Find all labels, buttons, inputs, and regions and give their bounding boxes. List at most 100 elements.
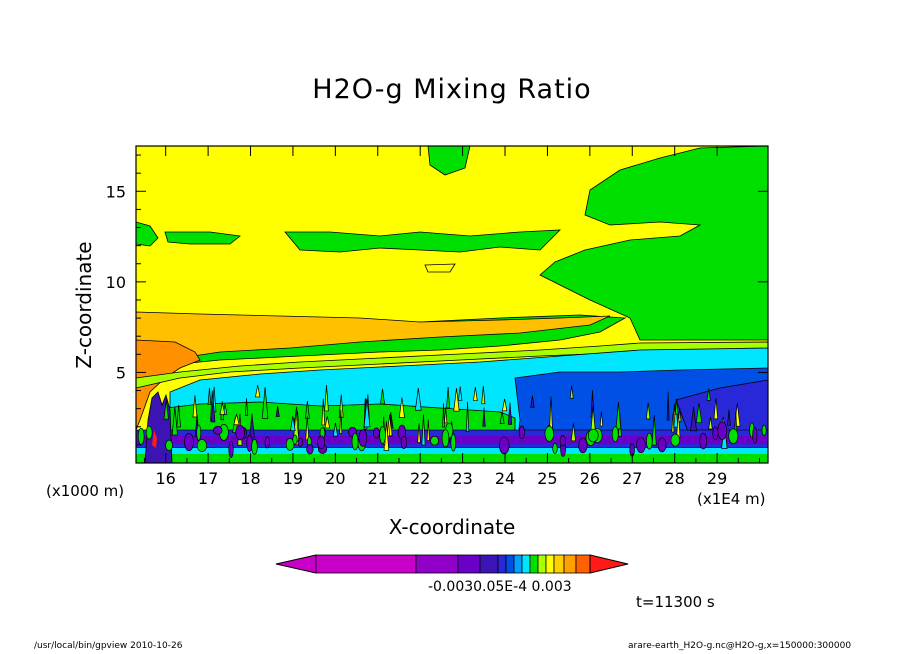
chart-title: H2O-g Mixing Ratio	[312, 74, 592, 105]
time-annotation: t=11300 s	[636, 593, 715, 611]
y-tick-label: 15	[106, 182, 126, 201]
streak	[219, 403, 226, 415]
streak	[163, 399, 169, 420]
bl-eddy	[358, 429, 368, 447]
x-tick-label: 25	[537, 469, 557, 488]
bl-eddy	[285, 438, 295, 451]
x-tick-label: 18	[240, 469, 260, 488]
region-green-patch	[164, 231, 241, 245]
bl-eddy	[699, 432, 708, 450]
bl-eddy	[636, 437, 646, 454]
bl-eddy	[184, 432, 194, 452]
streak	[414, 387, 422, 411]
bl-eddy	[145, 425, 153, 440]
streak	[507, 402, 513, 425]
streak	[380, 388, 385, 405]
streak	[695, 402, 703, 424]
streak	[530, 395, 535, 408]
region-upper-green	[539, 146, 768, 341]
streak	[290, 416, 296, 431]
bl-eddy	[657, 437, 667, 453]
streak	[570, 423, 577, 442]
streak	[426, 419, 430, 441]
bl-eddy	[165, 439, 173, 451]
x-tick-label: 24	[495, 469, 515, 488]
streak	[713, 397, 719, 420]
streak	[176, 404, 181, 428]
colorbar	[275, 554, 629, 574]
bl-eddy	[379, 426, 386, 444]
x-tick-label: 29	[707, 469, 727, 488]
region-plume-core	[152, 430, 157, 448]
bl-eddy	[251, 438, 258, 455]
y-tick-label: 10	[106, 273, 126, 292]
colorbar-swatch	[315, 554, 417, 574]
streak	[501, 398, 508, 412]
y-tick-label: 5	[116, 363, 126, 382]
convective-streaks	[137, 384, 767, 458]
streak	[275, 406, 280, 417]
bl-eddy	[717, 421, 728, 440]
region-bl-green	[136, 454, 768, 463]
plot-frame	[135, 145, 769, 464]
footer-right: arare-earth_H2O-g.nc@H2O-g,x=150000:3000…	[628, 641, 852, 651]
colorbar-arrow-right	[589, 554, 629, 574]
bl-eddy	[306, 443, 314, 455]
bl-eddy	[518, 425, 525, 440]
colorbar-swatch	[505, 554, 515, 574]
streak	[192, 395, 198, 418]
streak	[599, 411, 604, 427]
colorbar-label: -0.0030.05E-4 0.003	[428, 579, 572, 595]
region-bl-cyan	[136, 448, 768, 454]
x-tick-label: 16	[156, 469, 176, 488]
colorbar-swatch	[457, 554, 481, 574]
streak	[363, 398, 371, 428]
bl-eddy	[450, 433, 457, 452]
bl-eddy	[712, 426, 719, 441]
streak	[321, 398, 326, 426]
bl-eddy	[228, 440, 234, 458]
bl-eddy	[297, 437, 304, 447]
region-yellow-green	[136, 341, 768, 463]
x-tick-label: 26	[580, 469, 600, 488]
bl-eddy	[292, 434, 298, 445]
bl-eddy	[498, 436, 510, 455]
streak	[388, 418, 393, 437]
x-axis-label: X-coordinate	[388, 515, 516, 539]
y-ticks: 5 10 15	[106, 154, 768, 446]
streak	[457, 386, 463, 401]
streak	[446, 387, 451, 409]
streak	[499, 411, 505, 424]
colorbar-swatch	[545, 554, 555, 574]
bl-eddy	[761, 424, 767, 436]
bl-eddy	[559, 435, 566, 447]
streak	[674, 398, 679, 415]
streak	[171, 406, 178, 436]
bl-eddy	[317, 435, 326, 450]
streak	[706, 388, 711, 401]
bl-eddy	[552, 442, 558, 454]
bl-eddy	[400, 435, 407, 450]
colorbar-swatch	[575, 554, 591, 574]
streak	[453, 388, 460, 412]
x-tick-label: 27	[622, 469, 642, 488]
bl-eddy	[611, 426, 619, 443]
streak	[678, 407, 682, 422]
streak	[244, 398, 249, 416]
streak	[207, 387, 212, 405]
streak	[324, 384, 329, 412]
x-tick-label: 28	[665, 469, 685, 488]
region-green-top	[427, 146, 471, 176]
region-yellow-patch	[424, 263, 456, 273]
streak	[398, 397, 405, 418]
streak	[727, 409, 731, 426]
colorbar-swatch	[537, 554, 547, 574]
streak	[651, 415, 657, 446]
streak	[708, 417, 713, 430]
bl-eddy	[578, 437, 588, 454]
x-tick-label: 21	[368, 469, 388, 488]
bl-eddy	[670, 433, 681, 447]
streak	[417, 423, 421, 443]
y-unit-label: (x1000 m)	[46, 482, 125, 500]
x-tick-label: 22	[410, 469, 430, 488]
